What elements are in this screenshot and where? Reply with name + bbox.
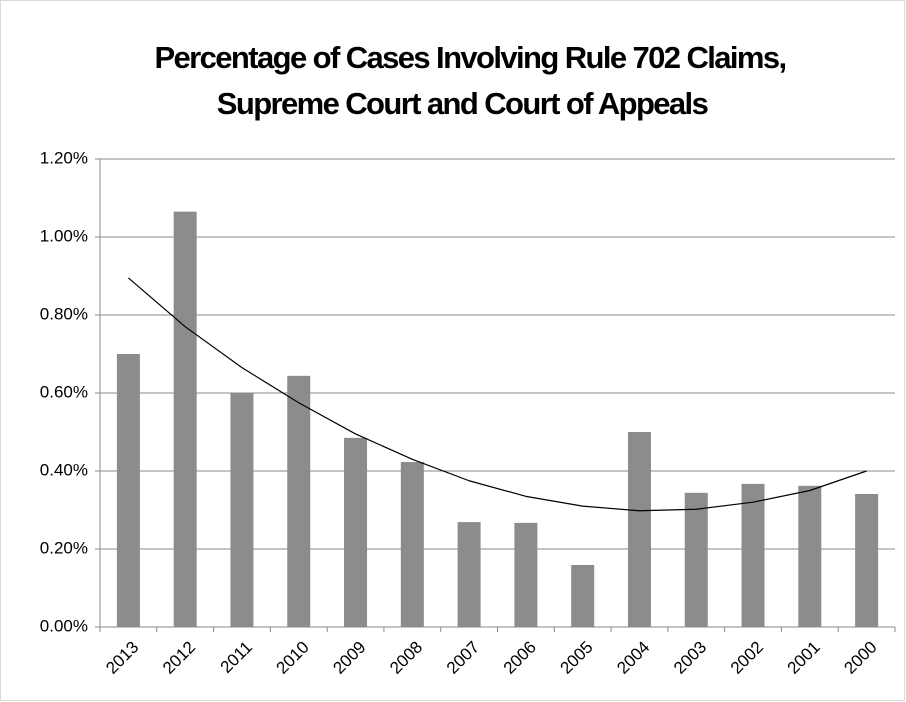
bar: [627, 432, 651, 627]
y-tick-label: 1.00%: [40, 226, 88, 245]
bar: [741, 483, 765, 627]
y-tick-label: 0.80%: [40, 304, 88, 323]
y-tick-label: 0.60%: [40, 382, 88, 401]
bar: [400, 462, 424, 627]
bar: [116, 354, 140, 627]
bar: [855, 494, 879, 627]
chart-title: Supreme Court and Court of Appeals: [217, 86, 708, 121]
bar: [287, 375, 311, 627]
bar: [684, 492, 708, 627]
bar: [798, 485, 822, 627]
bar: [230, 393, 254, 627]
bar: [457, 522, 481, 627]
trendline: [128, 277, 867, 512]
bar: [344, 437, 368, 627]
y-tick-label: 0.20%: [40, 538, 88, 557]
bar: [514, 522, 538, 627]
y-tick-label: 1.20%: [40, 148, 88, 167]
bar: [571, 564, 595, 627]
y-tick-label: 0.00%: [40, 616, 88, 635]
chart-title: Percentage of Cases Involving Rule 702 C…: [154, 40, 785, 75]
bar: [173, 211, 197, 627]
y-tick-label: 0.40%: [40, 460, 88, 479]
